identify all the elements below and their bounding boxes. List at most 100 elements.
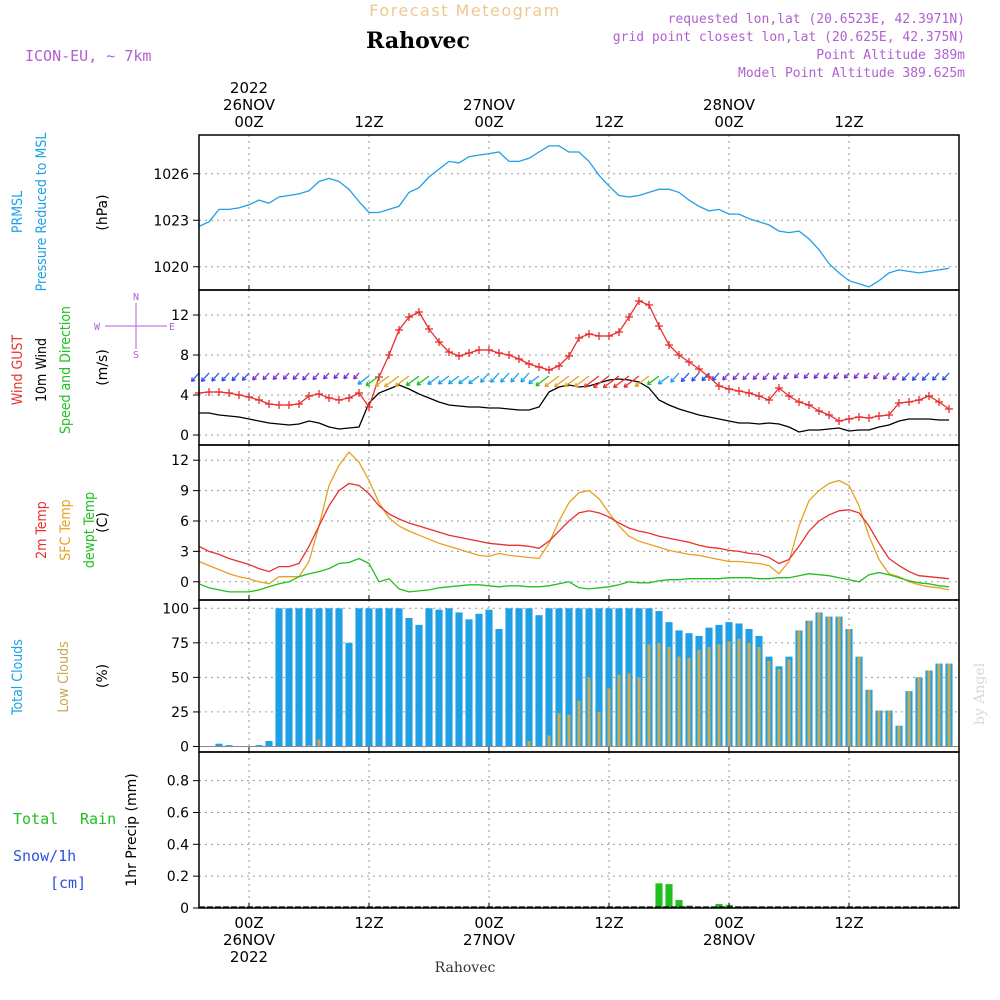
time-label-bottom: 00Z — [474, 914, 503, 932]
wind-arrow — [623, 375, 640, 388]
wind-arrow — [323, 372, 330, 380]
wind-arrow — [833, 372, 840, 380]
product-title: Forecast Meteogram — [369, 1, 560, 20]
y-tick-label: 75 — [171, 636, 189, 652]
y-tick-label: 9 — [180, 484, 189, 500]
wind-arrow — [353, 372, 360, 380]
y-tick-label: 100 — [162, 601, 189, 617]
gust-marker — [475, 346, 483, 354]
location-title: Rahovec — [366, 28, 470, 54]
wind-arrow — [468, 375, 480, 385]
low-cloud-bar — [767, 660, 771, 747]
total-cloud-bar — [545, 608, 553, 747]
gust-marker — [815, 407, 823, 415]
precip-rain-label: Rain — [80, 810, 116, 828]
wind-arrow — [853, 372, 860, 379]
wind-arrow — [357, 375, 370, 385]
gust-marker — [655, 322, 663, 330]
low-clouds-label: Low Clouds — [56, 641, 72, 712]
y-tick-label: 0 — [180, 739, 189, 755]
time-label-top: 27NOV — [463, 96, 516, 114]
wind-arrow — [528, 375, 540, 385]
gust-marker — [485, 346, 493, 354]
y-tick-label: 0.6 — [167, 805, 189, 821]
low-cloud-bar — [867, 689, 871, 747]
y-tick-label: 0 — [180, 901, 189, 917]
gust-marker — [555, 362, 563, 370]
wind10m-line — [199, 378, 949, 433]
gust-marker — [205, 388, 213, 396]
y-tick-label: 1020 — [153, 260, 189, 276]
low-cloud-bar — [737, 638, 741, 747]
sfc-temp-line — [198, 451, 950, 591]
wind-arrow — [793, 372, 800, 379]
total-cloud-bar — [375, 608, 383, 747]
total-cloud-bar — [415, 624, 423, 747]
sfc-temp-label: SFC Temp — [58, 499, 74, 560]
gust-marker — [875, 412, 883, 420]
time-label-top: 26NOV — [223, 96, 276, 114]
gust-label: Wind GUST — [10, 335, 26, 406]
wind-arrow — [711, 372, 720, 381]
wind-arrow — [732, 372, 740, 381]
gust-marker — [905, 398, 913, 406]
wind-arrow — [564, 375, 580, 388]
low-cloud-bar — [697, 649, 701, 747]
gust-marker — [235, 391, 243, 399]
gust-marker — [335, 396, 343, 404]
wind-arrow — [480, 372, 490, 383]
low-cloud-bar — [607, 688, 611, 747]
gust-marker — [735, 387, 743, 395]
wind-arrow — [272, 372, 280, 381]
time-label-top: 00Z — [474, 113, 503, 131]
total-cloud-bar — [525, 608, 533, 747]
gust-marker — [775, 384, 783, 392]
wind-arrow — [742, 372, 750, 381]
wind-arrow — [762, 372, 770, 381]
wind-arrow — [843, 372, 850, 379]
prmsl-line — [198, 145, 950, 288]
gust-marker — [405, 313, 413, 321]
low-cloud-bar — [757, 646, 761, 747]
gust-marker — [455, 352, 463, 360]
wind-arrow — [374, 375, 390, 387]
gust-marker — [505, 351, 513, 359]
total-cloud-bar — [395, 608, 403, 747]
precip-total-label: Total — [13, 810, 58, 828]
wind-arrow — [282, 372, 290, 380]
wind-arrow — [458, 375, 470, 385]
wind-arrow — [813, 372, 820, 379]
low-cloud-bar — [897, 725, 901, 747]
time-label-bottom: 00Z — [714, 914, 743, 932]
gust-marker — [325, 394, 333, 402]
wind-arrow — [691, 372, 700, 382]
time-label-bottom: 26NOV — [223, 931, 276, 949]
temp2m-line — [198, 482, 950, 580]
low-cloud-bar — [917, 677, 921, 747]
gust-marker — [305, 392, 313, 400]
gust-marker — [665, 341, 673, 349]
wind-arrow — [394, 375, 410, 387]
total-cloud-bar — [575, 608, 583, 747]
total-cloud-bar — [595, 608, 603, 747]
wind10m-label: 10m Wind — [34, 338, 50, 402]
gust-marker — [695, 365, 703, 373]
total-cloud-bar — [275, 608, 283, 747]
gust-marker — [465, 349, 473, 357]
low-cloud-bar — [657, 642, 661, 747]
total-cloud-bar — [355, 608, 363, 747]
gust-marker — [225, 389, 233, 397]
grid-coords: grid point closest lon,lat (20.625E, 42.… — [613, 30, 965, 45]
panel-frame — [198, 751, 960, 909]
requested-coords: requested lon,lat (20.6523E, 42.3971N) — [668, 12, 965, 27]
total-cloud-bar — [555, 608, 563, 747]
total-cloud-bar — [435, 609, 443, 747]
wind-arrow — [190, 372, 200, 383]
y-tick-label: 0 — [180, 428, 189, 444]
y-tick-label: 0 — [180, 575, 189, 591]
gust-marker — [915, 396, 923, 404]
wind-arrow — [520, 372, 530, 383]
total-cloud-bar — [305, 608, 313, 747]
gust-line — [198, 300, 950, 422]
gust-marker — [925, 392, 933, 400]
